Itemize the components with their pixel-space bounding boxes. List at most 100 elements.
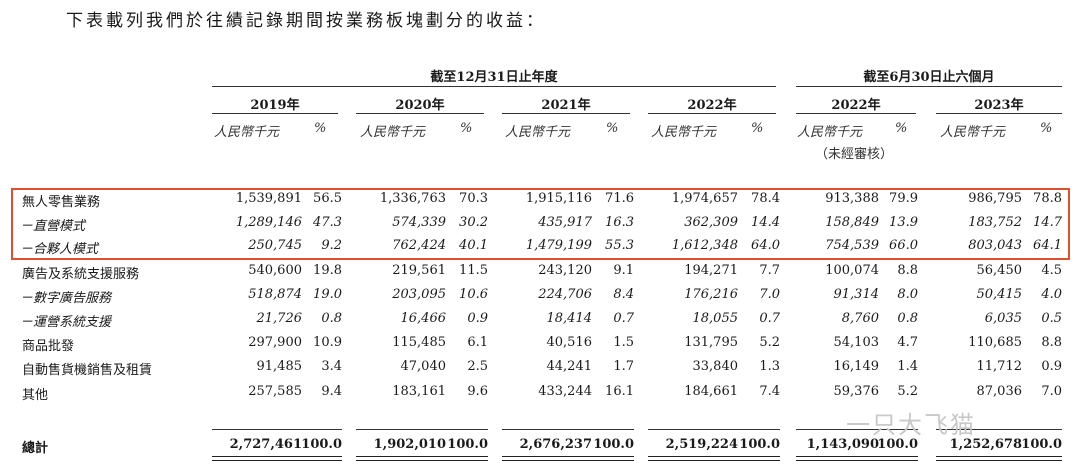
percent-cell: 1.7 [613,359,634,374]
total-rule [212,456,342,457]
total-rule [936,456,1062,457]
year-underline [648,113,776,114]
percent-cell: 55.3 [605,238,634,253]
amount-cell: 433,244 [538,384,592,399]
total-rule [648,429,780,430]
percent-cell: 14.4 [751,215,780,230]
year-header: 2020年 [395,98,445,113]
amount-cell: 1,289,146 [235,215,302,230]
percent-cell: 100.0 [877,437,918,452]
row-label: 其他 [22,388,49,403]
amount-cell: 11,712 [976,359,1023,374]
percent-cell: 1.3 [759,359,780,374]
amount-cell: 16,466 [400,311,447,326]
percent-cell: 0.5 [1041,311,1062,326]
percent-cell: 7.7 [759,263,780,278]
percent-cell: 8.8 [1041,335,1062,350]
year-underline [212,113,338,114]
percent-cell: 0.7 [759,311,780,326]
unit-header: 人民幣千元 [940,125,1006,140]
year-header: 2023年 [974,98,1024,113]
total-rule [356,456,488,457]
percent-cell: 79.9 [889,191,918,206]
percent-cell: 47.3 [313,215,342,230]
amount-cell: 33,840 [692,359,739,374]
percent-cell: 2.5 [467,359,488,374]
table-row: －數字廣告服務 518,874 19.0 203,095 10.6 224,706 8.4 1… [0,287,1080,311]
amount-cell: 574,339 [392,215,446,230]
row-label: 商品批發 [22,339,75,354]
amount-cell: 54,103 [833,335,880,350]
amount-cell: 1,915,116 [525,191,592,206]
percent-cell: 16.3 [605,215,634,230]
year-underline [796,113,916,114]
amount-cell: 362,309 [684,215,738,230]
total-rule [796,460,918,461]
amount-cell: 2,727,461 [229,437,302,452]
row-label: －合夥人模式 [20,242,99,257]
total-rule [502,456,634,457]
percent-cell: 4.7 [897,335,918,350]
amount-cell: 2,519,224 [665,437,738,452]
total-rule [212,429,342,430]
amount-cell: 754,539 [825,238,879,253]
group-header-annual: 截至12月31日止年度 [430,70,558,85]
percent-cell: 8.8 [897,263,918,278]
pct-header: % [751,121,764,136]
group-underline-annual [212,86,776,87]
amount-cell: 18,055 [692,311,739,326]
percent-cell: 100.0 [301,437,342,452]
percent-cell: 6.1 [467,335,488,350]
unit-header: 人民幣千元 [505,125,571,140]
total-rule [356,460,488,461]
percent-cell: 9.4 [321,384,342,399]
table-row: －直營模式 1,289,146 47.3 574,339 30.2 435,917 16.3… [0,215,1080,239]
amount-cell: 219,561 [392,263,446,278]
percent-cell: 7.0 [759,287,780,302]
table-row: 商品批發 297,900 10.9 115,485 6.1 40,516 1.5 131,79… [0,335,1080,359]
total-rule [796,429,918,430]
pct-header: % [1040,121,1053,136]
amount-cell: 803,043 [968,238,1022,253]
table-row: －合夥人模式 250,745 9.2 762,424 40.1 1,479,199 55.3… [0,238,1080,262]
percent-cell: 0.9 [1041,359,1062,374]
highlight-box [11,188,1070,260]
amount-cell: 184,661 [684,384,738,399]
group-underline-halfyear [796,86,1062,87]
percent-cell: 66.0 [889,238,918,253]
total-rule [502,460,634,461]
percent-cell: 1.5 [613,335,634,350]
amount-cell: 56,450 [976,263,1023,278]
pct-header: % [460,121,473,136]
percent-cell: 13.9 [889,215,918,230]
total-rule [648,460,780,461]
percent-cell: 0.7 [613,311,634,326]
amount-cell: 176,216 [684,287,738,302]
unit-header: 人民幣千元 [797,125,863,140]
table-row: 無人零售業務 1,539,891 56.5 1,336,763 70.3 1,915,11… [0,191,1080,215]
amount-cell: 257,585 [248,384,302,399]
year-underline [936,113,1062,114]
percent-cell: 9.6 [467,384,488,399]
amount-cell: 100,074 [825,263,879,278]
percent-cell: 70.3 [459,191,488,206]
amount-cell: 6,035 [984,311,1022,326]
unaudited-note: （未經審核） [814,147,893,162]
percent-cell: 78.4 [751,191,780,206]
amount-cell: 183,161 [392,384,446,399]
percent-cell: 9.2 [321,238,342,253]
percent-cell: 1.4 [897,359,918,374]
amount-cell: 110,685 [968,335,1022,350]
amount-cell: 913,388 [825,191,879,206]
amount-cell: 297,900 [248,335,302,350]
percent-cell: 7.0 [1041,384,1062,399]
percent-cell: 0.8 [321,311,342,326]
amount-cell: 1,612,348 [671,238,738,253]
amount-cell: 224,706 [538,287,592,302]
amount-cell: 1,479,199 [525,238,592,253]
percent-cell: 7.4 [759,384,780,399]
percent-cell: 0.9 [467,311,488,326]
percent-cell: 3.4 [321,359,342,374]
group-header-halfyear: 截至6月30日止六個月 [863,70,995,85]
percent-cell: 56.5 [313,191,342,206]
